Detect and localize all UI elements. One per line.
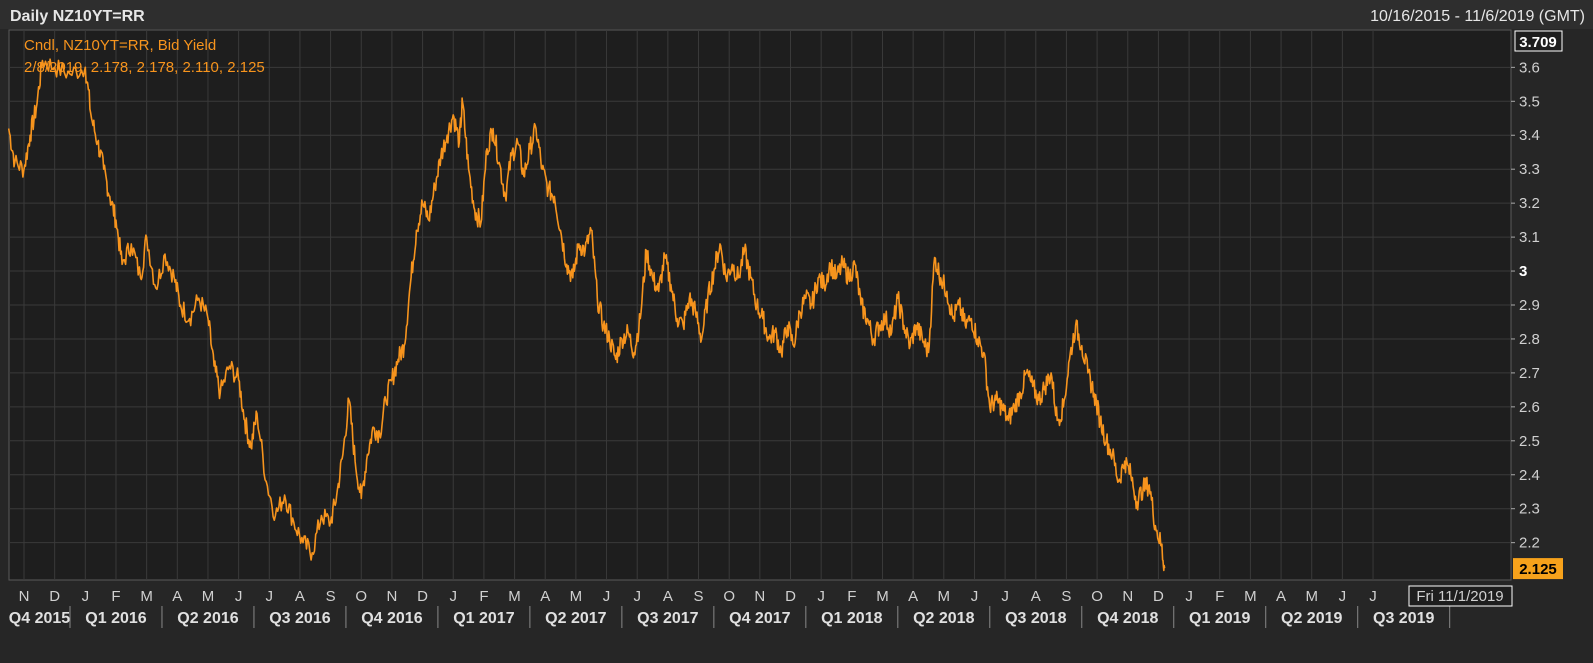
month-tick-label: J (1001, 588, 1009, 605)
month-tick-label: A (1276, 588, 1286, 605)
month-tick-label: M (508, 588, 521, 605)
quarter-label: Q1 2019 (1189, 610, 1250, 627)
month-tick-label: N (19, 588, 30, 605)
y-tick-label: 2.9 (1519, 297, 1540, 314)
quarter-label: Q4 2017 (729, 610, 790, 627)
month-tick-label: M (570, 588, 583, 605)
y-tick-label: 3 (1519, 263, 1527, 280)
month-tick-label: J (1185, 588, 1193, 605)
month-tick-label: M (876, 588, 889, 605)
quarter-label: Q1 2016 (85, 610, 146, 627)
month-tick-label: A (540, 588, 550, 605)
y-tick-label: 3.2 (1519, 195, 1540, 212)
top-value-badge (1514, 30, 1563, 52)
month-tick-label: F (479, 588, 488, 605)
month-tick-label: J (1369, 588, 1377, 605)
month-tick-label: J (633, 588, 641, 605)
header-bar (0, 0, 1593, 29)
y-tick-label: 3.1 (1519, 229, 1540, 246)
month-tick-label: M (202, 588, 215, 605)
quarter-label: Q4 2016 (361, 610, 422, 627)
y-tick-label: 3.4 (1519, 127, 1540, 144)
month-tick-label: S (326, 588, 336, 605)
month-tick-label: S (694, 588, 704, 605)
quarter-label: Q1 2017 (453, 610, 514, 627)
y-tick-label: 3.5 (1519, 93, 1540, 110)
month-tick-label: N (386, 588, 397, 605)
y-tick-label: 2.8 (1519, 331, 1540, 348)
quarter-label: Q4 2015 (9, 610, 70, 627)
month-tick-label: J (266, 588, 274, 605)
y-tick-label: 2.3 (1519, 501, 1540, 518)
y-tick-label: 2.4 (1519, 467, 1540, 484)
month-tick-label: J (1339, 588, 1347, 605)
month-tick-label: O (1091, 588, 1103, 605)
month-tick-label: A (1031, 588, 1041, 605)
grid-lines (9, 30, 1511, 580)
month-tick-label: J (449, 588, 457, 605)
quarter-label: Q3 2016 (269, 610, 330, 627)
month-tick-label: M (1305, 588, 1318, 605)
yield-series-line (7, 58, 1166, 572)
month-tick-label: J (603, 588, 611, 605)
y-tick-label: 2.6 (1519, 399, 1540, 416)
chart-title: Daily NZ10YT=RR (10, 8, 145, 25)
month-tick-label: M (938, 588, 951, 605)
cursor-date-badge (1408, 585, 1513, 607)
month-tick-label: D (785, 588, 796, 605)
y-axis: 2.2 2.3 2.4 2.5 2.6 2.7 2.8 2.9 3 3.1 3.2 3.3 3.4 3.5… (1511, 59, 1540, 552)
quarter-label: Q1 2018 (821, 610, 882, 627)
legend-ohlc: 2/8/2019, 2.178, 2.178, 2.110, 2.125 (24, 59, 265, 76)
quarter-label: Q3 2017 (637, 610, 698, 627)
y-tick-label: 2.7 (1519, 365, 1540, 382)
month-tick-label: O (723, 588, 735, 605)
last-value-badge: 2.125 (1513, 558, 1563, 580)
month-tick-label: D (1153, 588, 1164, 605)
month-tick-label: O (355, 588, 367, 605)
month-tick-label: A (908, 588, 918, 605)
legend-series: Cndl, NZ10YT=RR, Bid Yield (24, 37, 216, 54)
y-tick-label: 2.5 (1519, 433, 1540, 450)
y-tick-label: 3.6 (1519, 59, 1540, 76)
month-tick-label: A (663, 588, 673, 605)
y-tick-label: 3.3 (1519, 161, 1540, 178)
month-tick-label: F (1215, 588, 1224, 605)
series-layer (7, 58, 1166, 572)
quarter-label: Q4 2018 (1097, 610, 1158, 627)
month-tick-label: J (971, 588, 979, 605)
quarter-label: Q3 2018 (1005, 610, 1066, 627)
month-tick-label: N (1122, 588, 1133, 605)
top-value-text: 3.709 (1519, 34, 1557, 51)
month-tick-label: M (140, 588, 153, 605)
month-tick-label: J (235, 588, 243, 605)
quarter-label: Q2 2016 (177, 610, 238, 627)
quarter-label: Q2 2019 (1281, 610, 1342, 627)
month-tick-label: D (417, 588, 428, 605)
y-tick-label: 2.2 (1519, 535, 1540, 552)
month-tick-label: A (172, 588, 182, 605)
month-tick-label: F (111, 588, 120, 605)
cursor-date-text: Fri 11/1/2019 (1416, 588, 1503, 605)
month-tick-label: J (82, 588, 90, 605)
month-tick-label: M (1244, 588, 1257, 605)
month-tick-label: N (754, 588, 765, 605)
month-tick-label: D (49, 588, 60, 605)
quarter-label: Q2 2018 (913, 610, 974, 627)
quarter-label: Q3 2019 (1373, 610, 1434, 627)
month-tick-label: S (1061, 588, 1071, 605)
month-tick-label: A (295, 588, 305, 605)
month-tick-label: F (847, 588, 856, 605)
date-range-label: 10/16/2015 - 11/6/2019 (GMT) (1370, 8, 1585, 25)
quarter-label: Q2 2017 (545, 610, 606, 627)
month-tick-label: J (817, 588, 825, 605)
last-value-text: 2.125 (1519, 561, 1557, 578)
